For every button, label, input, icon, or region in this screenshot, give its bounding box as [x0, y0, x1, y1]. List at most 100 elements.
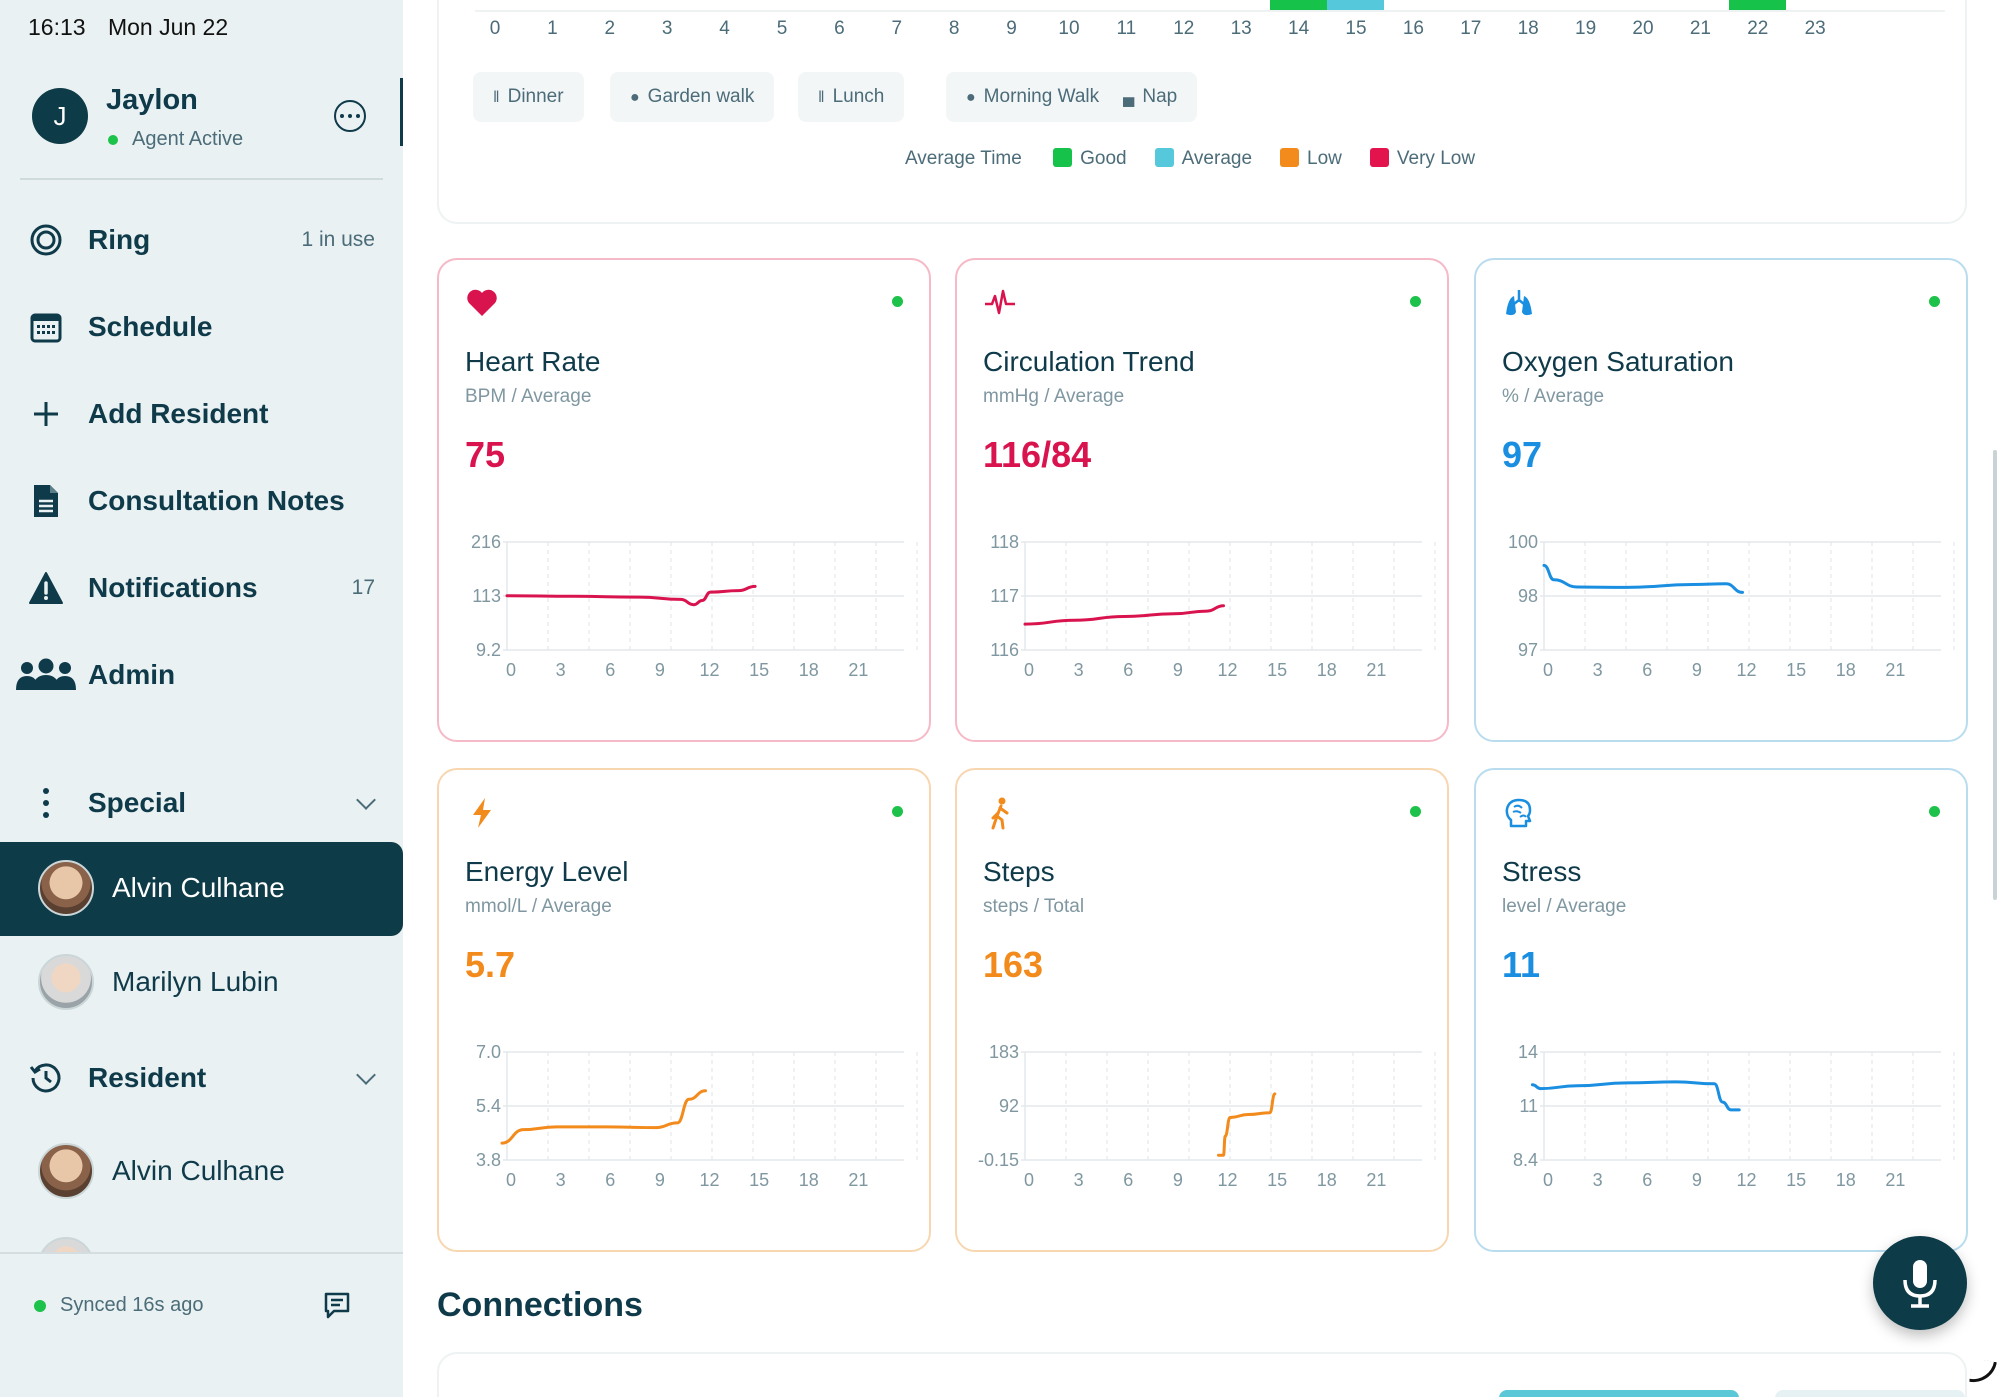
legend-title: Average Time	[904, 148, 1022, 169]
lungs-icon	[1506, 290, 1532, 316]
user-profile[interactable]: J Jaylon Agent Active	[32, 84, 372, 184]
resident-item-alvin-culhane[interactable]: Alvin Culhane	[0, 842, 403, 936]
x-tick-label: 18	[1317, 1170, 1337, 1190]
ring-usage: 1 in use	[301, 228, 375, 251]
activity-chip[interactable]: ‖ Lunch	[798, 72, 905, 122]
sidebar-resize-handle[interactable]	[400, 78, 403, 146]
activity-label: Morning Walk	[983, 86, 1100, 107]
connection-tab[interactable]	[1775, 1390, 1965, 1397]
resident-item-partial[interactable]	[0, 1215, 403, 1252]
hour-block[interactable]	[1327, 0, 1385, 10]
x-tick-label: 12	[1217, 660, 1237, 680]
status-time: 16:13	[28, 14, 86, 40]
metric-card-steps[interactable]: Steps steps / Total 163 183 92 -0.15 0 3 6 9 12 15 1…	[955, 768, 1449, 1252]
y-tick-label: 97	[1518, 640, 1538, 660]
sidebar-item-consultation-notes[interactable]: Consultation Notes	[0, 469, 403, 533]
x-tick-label: 9	[655, 660, 665, 680]
metric-card-oxygen-saturation[interactable]: Oxygen Saturation% / Average 97 100 98 97 0 3 6…	[1474, 258, 1968, 742]
group-label: Special	[88, 787, 187, 818]
section-title: Connections	[437, 1286, 643, 1324]
y-tick-label: 7.0	[476, 1042, 501, 1062]
legend-label: Low	[1307, 148, 1342, 169]
metric-title: Stress	[1502, 856, 1582, 887]
y-tick-label: 216	[471, 532, 501, 552]
series-line	[1542, 563, 1744, 594]
sidebar-item-label: Add Resident	[88, 398, 269, 429]
divider	[20, 178, 383, 180]
plus-icon	[28, 396, 64, 432]
metric-subtitle: level / Average	[1502, 896, 1627, 917]
sidebar-item-add-resident[interactable]: Add Resident	[0, 382, 403, 446]
hour-block[interactable]	[1269, 0, 1327, 10]
scrollbar[interactable]	[1993, 450, 1997, 900]
hour-tick-label: 1	[547, 18, 558, 39]
x-tick-label: 3	[1074, 1170, 1084, 1190]
x-tick-label: 6	[1123, 1170, 1133, 1190]
metric-card-stress[interactable]: Stress level / Average 11 14 11 8.4 0 3 6 9 12 15 18…	[1474, 768, 1968, 1252]
sync-status: Synced 16s ago	[34, 1294, 203, 1317]
status-dot-icon	[1929, 806, 1940, 817]
x-tick-label: 18	[799, 1170, 819, 1190]
metric-value: 116/84	[983, 434, 1092, 475]
sidebar-item-ring[interactable]: Ring 1 in use	[0, 208, 403, 272]
activity-chip[interactable]: ● Morning Walk	[946, 72, 1120, 122]
sidebar-item-admin[interactable]: Admin	[0, 643, 403, 707]
y-tick-label: 118	[990, 532, 1019, 552]
more-options-icon[interactable]	[334, 100, 366, 132]
hour-block[interactable]	[1728, 0, 1787, 10]
y-tick-label: -0.15	[978, 1150, 1019, 1170]
y-tick-label: 3.8	[476, 1150, 501, 1170]
metric-card-heart-rate[interactable]: Heart Rate BPM / Average 75 216 113 9.2 0 3 6 9 12…	[437, 258, 931, 742]
x-tick-label: 12	[699, 660, 719, 680]
sidebar-item-label: Notifications	[88, 572, 258, 603]
sidebar-item-notifications[interactable]: Notifications 17	[0, 556, 403, 620]
metric-chart: 14 11 8.40 3 6 9 12 15 18 21	[1513, 1042, 1955, 1190]
connection-tab[interactable]	[1499, 1390, 1739, 1397]
heart-icon	[467, 289, 497, 316]
y-tick-label: 117	[990, 586, 1019, 606]
metric-card-energy-level[interactable]: Energy Level mmol/L / Average 5.7 7.0 5.4 3.8…	[437, 768, 931, 1252]
hour-tick-label: 17	[1460, 18, 1482, 39]
activity-chip[interactable]: ‖ Dinner	[473, 72, 584, 122]
legend-entry: Good	[1053, 148, 1127, 170]
bed-icon: ▄	[1123, 89, 1135, 106]
metric-subtitle: steps / Total	[983, 896, 1085, 917]
sidebar-footer: Synced 16s ago	[0, 1252, 403, 1397]
avatar	[38, 954, 94, 1010]
brain-icon	[1505, 798, 1532, 828]
x-tick-label: 12	[699, 1170, 719, 1190]
warning-icon	[28, 570, 64, 606]
y-tick-label: 9.2	[476, 640, 501, 660]
chat-icon[interactable]	[322, 1290, 352, 1320]
resident-item-marilyn-lubin[interactable]: Marilyn Lubin	[0, 936, 403, 1030]
y-tick-label: 8.4	[1513, 1150, 1538, 1170]
activity-chip[interactable]: ▄ Nap	[1103, 72, 1198, 122]
y-tick-label: 5.4	[476, 1096, 501, 1116]
sidebar-item-schedule[interactable]: Schedule	[0, 295, 403, 359]
x-tick-label: 18	[1836, 1170, 1856, 1190]
microphone-button[interactable]	[1873, 1236, 1967, 1330]
group-label: Resident	[88, 1062, 207, 1093]
bolt-icon	[473, 798, 491, 828]
activity-label: Dinner	[507, 86, 564, 107]
hour-tick-label: 21	[1689, 18, 1711, 39]
activity-chip[interactable]: ● Garden walk	[610, 72, 775, 122]
group-header-special[interactable]: Special	[0, 771, 403, 835]
x-tick-label: 12	[1736, 660, 1756, 680]
sidebar-item-label: Consultation Notes	[88, 485, 345, 516]
x-tick-label: 6	[1642, 1170, 1652, 1190]
status-dot-icon	[108, 134, 118, 145]
x-tick-label: 9	[655, 1170, 665, 1190]
metric-value: 11	[1502, 944, 1541, 985]
hour-tick-label: 22	[1747, 18, 1769, 39]
resident-item-alvin-culhane[interactable]: Alvin Culhane	[0, 1125, 403, 1219]
x-tick-label: 0	[1024, 660, 1034, 680]
legend-swatch	[1369, 148, 1389, 167]
group-header-resident[interactable]: Resident	[0, 1046, 403, 1110]
metric-card-circulation-trend[interactable]: Circulation Trend mmHg / Average 116/84 118…	[955, 258, 1449, 742]
x-tick-label: 3	[1593, 660, 1603, 680]
hour-tick-label: 9	[1006, 18, 1017, 39]
x-tick-label: 15	[1267, 1170, 1287, 1190]
hour-tick-label: 5	[776, 18, 788, 39]
x-tick-label: 21	[1885, 1170, 1905, 1190]
